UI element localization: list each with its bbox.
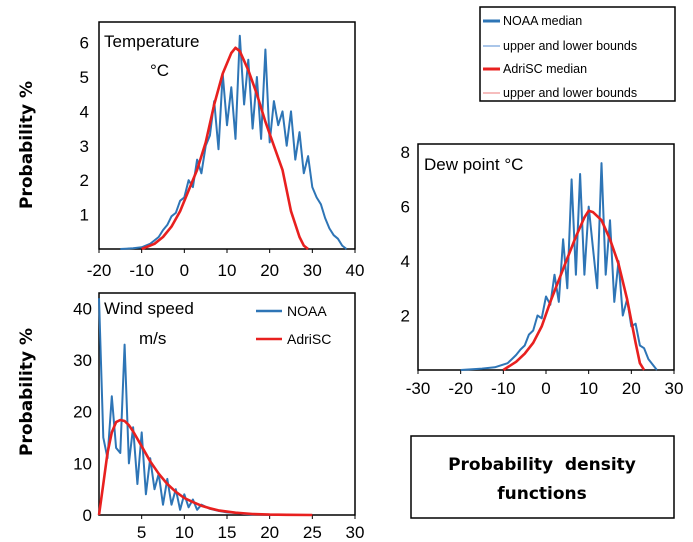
dewpoint-x-tick-label: 0 — [541, 379, 550, 398]
summary-box-frame — [410, 435, 675, 519]
temperature-x-tick-label: 40 — [346, 261, 365, 280]
dewpoint-x-tick-label: -10 — [491, 379, 516, 398]
wind-x-tick-label: 10 — [175, 523, 194, 542]
temperature-title-line2: °C — [150, 61, 169, 80]
wind-noaa-series-line — [98, 298, 287, 516]
dewpoint-x-tick-label: 20 — [622, 379, 641, 398]
temperature-y-tick-label: 1 — [80, 206, 89, 225]
summary-line2: functions — [497, 484, 587, 504]
top-legend-box — [479, 6, 676, 102]
y-axis-title-bottom: Probability % — [17, 328, 37, 456]
dewpoint-y-tick-label: 4 — [401, 252, 410, 271]
temperature-y-tick-label: 5 — [80, 68, 89, 87]
temperature-x-tick-label: -20 — [87, 261, 112, 280]
wind-x-tick-label: 30 — [346, 523, 365, 542]
dewpoint-y-tick-label: 8 — [401, 143, 410, 162]
wind-legend: NOAA AdriSC — [256, 303, 331, 347]
temperature-y-tick-label: 2 — [80, 171, 89, 190]
legend-noaa-bounds-label: upper and lower bounds — [503, 39, 637, 53]
wind-y-tick-label: 30 — [73, 351, 92, 370]
temperature-y-tick-label: 6 — [80, 34, 89, 53]
y-axis-title-top: Probability % — [17, 81, 37, 209]
top-legend: NOAA median upper and lower bounds AdriS… — [479, 6, 676, 102]
wind-x-tick-label: 15 — [218, 523, 237, 542]
temperature-plot-frame — [98, 21, 356, 250]
temperature-x-tick-label: -10 — [129, 261, 154, 280]
legend-noaa-median-label: NOAA median — [503, 14, 582, 28]
wind-legend-noaa-label: NOAA — [287, 303, 327, 319]
wind-title-line1: Wind speed — [104, 299, 194, 318]
wind-y-tick-label: 20 — [73, 403, 92, 422]
dewpoint-noaa-series-line — [460, 162, 658, 371]
dewpoint-title: Dew point °C — [424, 155, 523, 174]
temperature-noaa-series-line — [120, 34, 348, 250]
dewpoint-y-tick-label: 6 — [401, 198, 410, 217]
wind-y-tick-label: 10 — [73, 454, 92, 473]
legend-adrisc-bounds-label: upper and lower bounds — [503, 86, 637, 100]
temperature-chart: -20 -10 0 10 20 30 40 1 2 3 4 5 6 — [80, 34, 365, 280]
temperature-y-tick-label: 4 — [80, 102, 89, 121]
wind-y-tick-label: 40 — [73, 299, 92, 318]
wind-chart: 5 10 15 20 25 30 0 10 20 30 40 — [73, 298, 364, 542]
wind-x-tick-label: 20 — [260, 523, 279, 542]
wind-x-tick-label: 25 — [303, 523, 322, 542]
dewpoint-x-tick-label: -20 — [448, 379, 473, 398]
wind-adrisc-series-line — [97, 418, 313, 517]
temperature-x-tick-label: 0 — [180, 261, 189, 280]
temperature-y-tick-label: 3 — [80, 137, 89, 156]
dewpoint-adrisc-series-line — [502, 209, 646, 372]
temperature-adrisc-series-line — [141, 46, 309, 251]
summary-line1: Probability density — [448, 455, 636, 475]
temperature-x-tick-label: 30 — [303, 261, 322, 280]
summary-box: Probability density functions — [410, 435, 675, 519]
dewpoint-x-tick-label: 10 — [579, 379, 598, 398]
wind-title-line2: m/s — [139, 329, 166, 348]
temperature-title-line1: Temperature — [104, 32, 199, 51]
dewpoint-chart: -30 -20 -10 0 10 20 30 2 4 6 8 — [401, 143, 684, 398]
temperature-x-tick-label: 10 — [218, 261, 237, 280]
wind-y-tick-label: 0 — [83, 506, 92, 525]
dewpoint-x-tick-label: 30 — [665, 379, 684, 398]
wind-x-tick-label: 5 — [137, 523, 146, 542]
dewpoint-y-tick-label: 2 — [401, 307, 410, 326]
legend-adrisc-median-label: AdriSC median — [503, 62, 587, 76]
wind-legend-adrisc-label: AdriSC — [287, 331, 331, 347]
temperature-x-tick-label: 20 — [260, 261, 279, 280]
dewpoint-x-tick-label: -30 — [406, 379, 431, 398]
